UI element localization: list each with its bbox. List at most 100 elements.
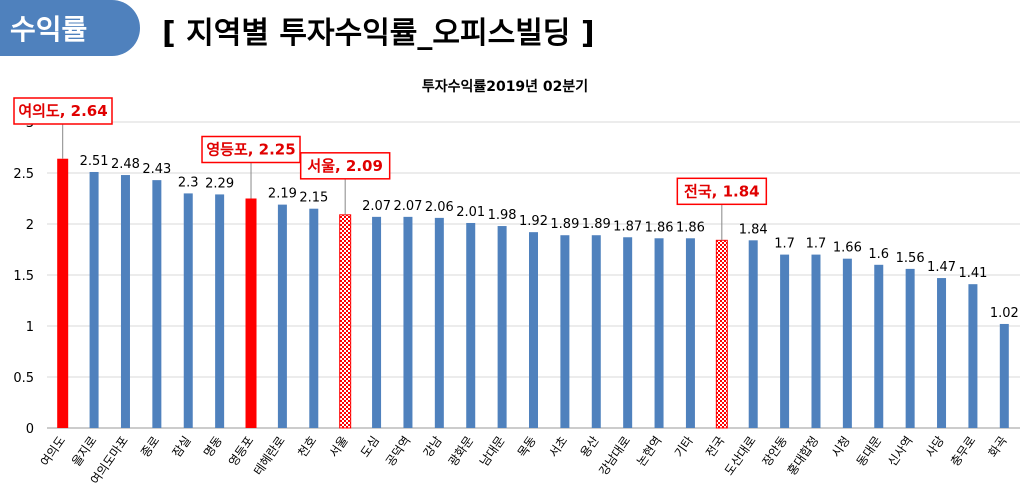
x-tick-label: 광화문 xyxy=(446,434,476,469)
x-tick-label: 화곡 xyxy=(986,434,1010,460)
data-label: 1.92 xyxy=(519,214,548,229)
x-tick-label: 충무로 xyxy=(948,434,978,469)
callout-box xyxy=(201,135,301,164)
bar xyxy=(560,235,570,428)
x-tick-label: 테헤란로 xyxy=(251,434,288,478)
y-tick-label: 2.5 xyxy=(13,167,34,182)
data-label: 2.01 xyxy=(456,205,485,220)
x-tick-label: 명동 xyxy=(201,434,225,460)
data-label: 1.47 xyxy=(927,260,956,275)
bar xyxy=(780,254,790,428)
data-label: 1.87 xyxy=(613,219,642,234)
x-tick-label: 남대문 xyxy=(477,434,507,469)
slide-title: [ 지역별 투자수익률_오피스빌딩 ] xyxy=(162,16,595,51)
bar xyxy=(811,254,821,428)
y-tick-label: 1 xyxy=(26,320,34,335)
callout-box xyxy=(13,97,113,125)
y-axis: 00.511.522.53 xyxy=(13,116,34,437)
bar xyxy=(372,216,382,428)
chart-title: 투자수익률2019년 02분기 xyxy=(422,78,588,95)
x-tick-label: 강남대로 xyxy=(596,434,633,478)
x-tick-label: 천호 xyxy=(294,433,319,460)
x-tick-label: 장안동 xyxy=(760,434,790,469)
x-tick-label: 시청 xyxy=(829,434,853,460)
data-label: 2.19 xyxy=(268,187,297,202)
x-tick-label: 서울 xyxy=(326,434,350,460)
x-tick-label: 공덕역 xyxy=(383,434,413,469)
bar xyxy=(529,232,538,428)
bar xyxy=(591,235,601,428)
x-tick-label: 기타 xyxy=(672,434,696,460)
x-tick-label: 신사역 xyxy=(885,434,915,469)
x-tick-label: 종로 xyxy=(138,434,162,460)
x-tick-label: 도심 xyxy=(358,434,382,460)
data-label: 1.84 xyxy=(739,222,768,237)
data-label: 1.56 xyxy=(896,251,925,266)
bar xyxy=(245,198,257,428)
bar xyxy=(309,208,319,428)
value-labels: 2.51 2.48 2.432.3 2.292.19 2.152.07 2.07 2.06 2… xyxy=(80,154,1019,321)
x-tick-label: 동대문 xyxy=(854,434,884,469)
bar xyxy=(842,258,852,428)
data-label: 2.48 xyxy=(111,157,140,172)
bar xyxy=(403,216,413,428)
x-tick-label: 잠실 xyxy=(170,434,194,460)
bars xyxy=(57,158,1009,429)
bar xyxy=(57,158,69,428)
bar xyxy=(466,222,476,428)
data-label: 1.7 xyxy=(806,237,827,252)
y-tick-label: 2 xyxy=(26,218,34,233)
data-label: 1.86 xyxy=(676,220,705,235)
bar xyxy=(497,226,507,428)
x-tick-label: 서초 xyxy=(546,434,570,460)
data-label: 1.98 xyxy=(488,208,517,223)
data-label: 1.66 xyxy=(833,241,862,256)
callout-box xyxy=(676,177,768,206)
bar xyxy=(152,180,162,428)
bar xyxy=(654,238,664,428)
bar xyxy=(905,268,915,428)
x-tick-label: 여의도 xyxy=(38,434,68,469)
callouts: 여의도, 2.64 영등포, 2.25 서울, 2.09 전국, 1.84 xyxy=(13,97,768,241)
bar xyxy=(89,171,99,428)
data-label: 2.43 xyxy=(142,162,171,177)
section-tab: 수익률 xyxy=(0,0,140,56)
data-label: 2.06 xyxy=(425,200,454,215)
data-label: 2.3 xyxy=(178,175,199,190)
bar xyxy=(937,278,947,428)
bar xyxy=(685,238,695,428)
data-label: 2.07 xyxy=(393,199,422,214)
data-label: 1.41 xyxy=(958,266,987,281)
data-label: 1.89 xyxy=(550,217,579,232)
data-label: 1.86 xyxy=(645,220,674,235)
bar xyxy=(748,240,758,428)
callout-box xyxy=(299,152,391,180)
callout-label: 여의도, 2.64 xyxy=(18,102,107,120)
bar xyxy=(715,239,728,429)
y-tick-label: 1.5 xyxy=(13,269,34,284)
x-tick-label: 영등포 xyxy=(226,434,256,469)
x-tick-label: 도산대로 xyxy=(722,434,759,478)
x-tick-label: 홍대합정 xyxy=(785,434,822,478)
bar xyxy=(339,214,352,429)
bar-chart: 투자수익률2019년 02분기 00.511.522.53 2.512.482.… xyxy=(13,78,1020,487)
bar xyxy=(215,194,225,428)
bar xyxy=(120,175,130,428)
data-label: 2.51 xyxy=(80,154,109,169)
data-label: 1.6 xyxy=(868,247,889,262)
x-tick-label: 사당 xyxy=(923,434,947,460)
bar xyxy=(874,264,884,428)
bar xyxy=(968,284,978,428)
data-label: 1.02 xyxy=(990,306,1019,321)
y-tick-label: 0 xyxy=(26,422,34,437)
y-tick-label: 0.5 xyxy=(13,371,34,386)
callout-label: 전국, 1.84 xyxy=(684,182,760,200)
data-label: 1.89 xyxy=(582,217,611,232)
x-tick-label: 전국 xyxy=(703,434,727,460)
x-tick-label: 강남 xyxy=(421,434,445,460)
bar xyxy=(623,237,633,428)
data-label: 2.15 xyxy=(299,191,328,206)
x-tick-label: 목동 xyxy=(515,434,539,460)
bar xyxy=(434,217,444,428)
